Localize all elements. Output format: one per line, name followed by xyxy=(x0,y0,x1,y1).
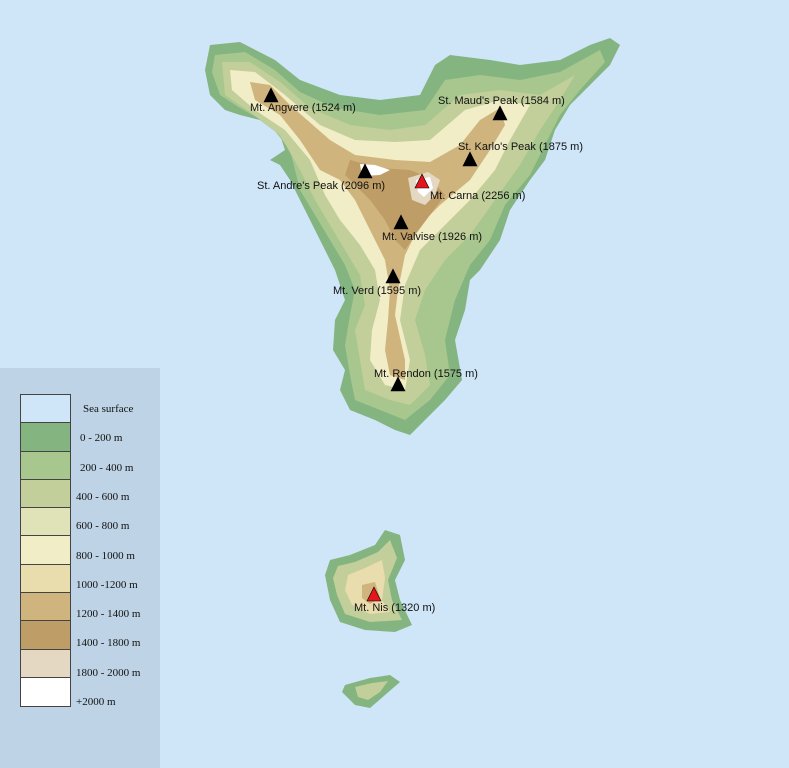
main-island xyxy=(205,38,620,435)
legend-label: 1800 - 2000 m xyxy=(76,666,141,679)
highest-peak-triangle-icon xyxy=(366,586,382,602)
legend-label: 800 - 1000 m xyxy=(76,549,135,562)
legend-swatches xyxy=(20,394,71,708)
legend-swatch xyxy=(21,564,70,594)
legend-label: Sea surface xyxy=(83,403,134,415)
small-island xyxy=(342,675,400,708)
legend-label: 1000 -1200 m xyxy=(76,578,138,591)
peak-label: Mt. Nis (1320 m) xyxy=(354,602,435,614)
legend-label: 600 - 800 m xyxy=(76,520,130,533)
legend-label: +2000 m xyxy=(76,696,116,708)
peak-label: Mt. Valvise (1926 m) xyxy=(382,231,482,243)
peak-label: St. Andre's Peak (2096 m) xyxy=(257,180,385,192)
peak-triangle-icon xyxy=(393,214,409,230)
legend-label: 0 - 200 m xyxy=(80,432,123,445)
legend-swatch xyxy=(21,451,70,480)
highest-peak-triangle-icon xyxy=(414,173,430,189)
legend-label: 1400 - 1800 m xyxy=(76,637,141,650)
legend-swatch xyxy=(21,593,70,622)
legend-label: 200 - 400 m xyxy=(80,461,134,474)
elevation-legend: Sea surface 0 - 200 m 200 - 400 m 400 - 600… xyxy=(0,368,160,768)
elevation-1200-1400 xyxy=(250,82,505,380)
peak-label: Mt. Rendon (1575 m) xyxy=(374,368,478,380)
peak-label: St. Karlo's Peak (1875 m) xyxy=(458,141,583,153)
legend-swatch xyxy=(21,395,70,424)
elevation-200-600 xyxy=(355,681,388,700)
legend-label: 400 - 600 m xyxy=(76,490,130,503)
peak-triangle-icon xyxy=(390,376,406,392)
legend-swatch xyxy=(21,508,70,537)
peak-triangle-icon xyxy=(492,105,508,121)
peak-label: Mt. Verd (1595 m) xyxy=(333,285,421,297)
legend-swatch xyxy=(21,479,70,509)
peak-triangle-icon xyxy=(462,151,478,167)
legend-swatch xyxy=(21,649,70,678)
peak-triangle-icon xyxy=(357,163,373,179)
peak-label: St. Maud's Peak (1584 m) xyxy=(438,95,565,107)
legend-swatch xyxy=(21,621,70,650)
south-island xyxy=(325,530,412,632)
legend-swatch xyxy=(21,536,70,565)
peak-markers: Mt. Angvere (1524 m) St. Maud's Peak (158… xyxy=(250,87,583,614)
legend-swatch xyxy=(21,677,70,707)
legend-label: 1200 - 1400 m xyxy=(76,608,141,621)
peak-label: Mt. Carna (2256 m) xyxy=(430,190,525,202)
peak-triangle-icon xyxy=(385,268,401,284)
peak-label: Mt. Angvere (1524 m) xyxy=(250,102,356,114)
legend-swatch xyxy=(21,423,70,452)
peak-triangle-icon xyxy=(263,87,279,103)
